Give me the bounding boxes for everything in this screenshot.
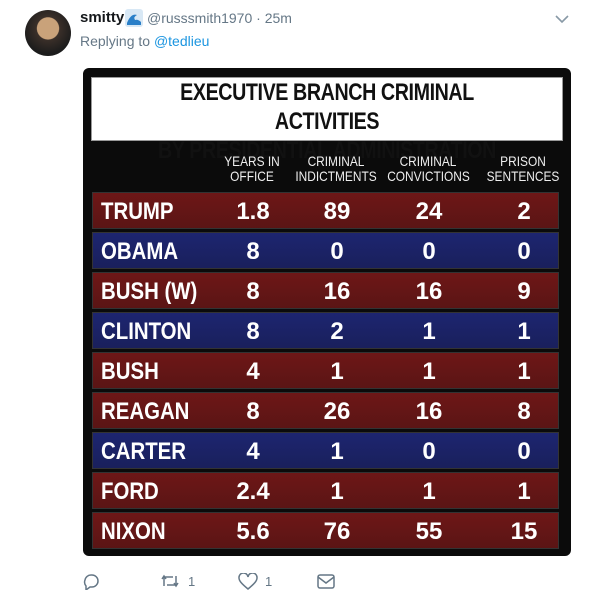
- table-row: REAGAN 8 26 16 8: [92, 392, 559, 429]
- handle-time[interactable]: @russsmith1970 · 25m: [147, 10, 292, 26]
- reply-icon[interactable]: [82, 572, 100, 590]
- title-line: BY PRESIDENTIAL ADMINISTRATION: [158, 137, 496, 164]
- row-name: TRUMP: [101, 198, 174, 225]
- cell-value: 26: [323, 398, 351, 425]
- cell-value: 1: [422, 358, 436, 385]
- cell-value: 8: [246, 278, 260, 305]
- header-line: CRIMINAL: [307, 153, 365, 169]
- header-line: INDICTMENTS: [295, 168, 377, 184]
- cell-value: 0: [422, 238, 436, 265]
- like-count: 1: [265, 574, 273, 589]
- table-row: BUSH (W) 8 16 16 9: [92, 272, 559, 309]
- title-line: EXECUTIVE BRANCH CRIMINAL ACTIVITIES: [180, 79, 474, 135]
- row-name: OBAMA: [101, 238, 179, 265]
- cell-value: 2.4: [236, 478, 270, 505]
- header-line: CONVICTIONS: [387, 168, 470, 184]
- display-name[interactable]: smitty: [80, 9, 125, 26]
- cell-value: 1: [422, 318, 436, 345]
- cell-value: 2: [517, 198, 531, 225]
- cell-value: 1: [330, 358, 344, 385]
- row-name: CLINTON: [101, 318, 192, 345]
- cell-value: 1: [330, 438, 344, 465]
- cell-value: 1: [330, 478, 344, 505]
- cell-value: 4: [246, 358, 260, 385]
- cell-value: 4: [246, 438, 260, 465]
- cell-value: 8: [246, 238, 260, 265]
- table-row: NIXON 5.6 76 55 15: [92, 512, 559, 549]
- cell-value: 5.6: [236, 518, 270, 545]
- menu-caret[interactable]: [555, 14, 569, 24]
- column-header: PRISON SENTENCES: [482, 154, 564, 184]
- row-name: BUSH: [101, 358, 159, 385]
- header-line: PRISON: [500, 153, 546, 169]
- message-icon[interactable]: [317, 574, 335, 589]
- cell-value: 16: [323, 278, 351, 305]
- cell-value: 89: [323, 198, 351, 225]
- table-row: CLINTON 8 2 1 1: [92, 312, 559, 349]
- header-line: OFFICE: [230, 168, 274, 184]
- table-row: BUSH 4 1 1 1: [92, 352, 559, 389]
- cell-value: 24: [415, 198, 443, 225]
- row-name: FORD: [101, 478, 159, 505]
- column-header: YEARS IN OFFICE: [211, 154, 293, 184]
- cell-value: 15: [510, 518, 538, 545]
- row-name: NIXON: [101, 518, 166, 545]
- tweet-image[interactable]: EXECUTIVE BRANCH CRIMINAL ACTIVITIES BY P…: [83, 68, 571, 556]
- avatar[interactable]: [25, 10, 71, 56]
- table-row: OBAMA 8 0 0 0: [92, 232, 559, 269]
- cell-value: 0: [517, 238, 531, 265]
- row-name: CARTER: [101, 438, 186, 465]
- row-name: REAGAN: [101, 398, 190, 425]
- header-line: SENTENCES: [486, 168, 560, 184]
- cell-value: 16: [415, 278, 443, 305]
- cell-value: 8: [517, 398, 531, 425]
- replying-to: Replying to: [80, 33, 151, 49]
- row-name: BUSH (W): [101, 278, 198, 305]
- table-row: FORD 2.4 1 1 1: [92, 472, 559, 509]
- cell-value: 1: [517, 358, 531, 385]
- header-line: CRIMINAL: [399, 153, 457, 169]
- retweet-count: 1: [188, 574, 196, 589]
- cell-value: 55: [415, 518, 443, 545]
- cell-value: 8: [246, 398, 260, 425]
- column-header: CRIMINAL CONVICTIONS: [387, 153, 470, 184]
- cell-value: 8: [246, 318, 260, 345]
- wave-icon: [125, 9, 143, 27]
- image-title: EXECUTIVE BRANCH CRIMINAL ACTIVITIES BY P…: [91, 77, 563, 164]
- cell-value: 1.8: [236, 198, 270, 225]
- cell-value: 0: [422, 438, 436, 465]
- cell-value: 76: [323, 518, 351, 545]
- like-icon[interactable]: [238, 573, 258, 590]
- reply-context: Replying to @tedlieu: [80, 33, 209, 49]
- retweet-icon[interactable]: [160, 573, 180, 589]
- table-row: CARTER 4 1 0 0: [92, 432, 559, 469]
- cell-value: 1: [517, 478, 531, 505]
- cell-value: 1: [422, 478, 436, 505]
- reply-handle[interactable]: @tedlieu: [153, 33, 210, 49]
- column-header: CRIMINAL INDICTMENTS: [295, 154, 377, 184]
- cell-value: 0: [517, 438, 531, 465]
- cell-value: 0: [330, 238, 344, 265]
- cell-value: 9: [517, 278, 531, 305]
- header-line: YEARS IN: [224, 153, 280, 169]
- table-row: TRUMP 1.8 89 24 2: [92, 192, 559, 229]
- cell-value: 1: [517, 318, 531, 345]
- cell-value: 2: [330, 318, 344, 345]
- cell-value: 16: [415, 398, 443, 425]
